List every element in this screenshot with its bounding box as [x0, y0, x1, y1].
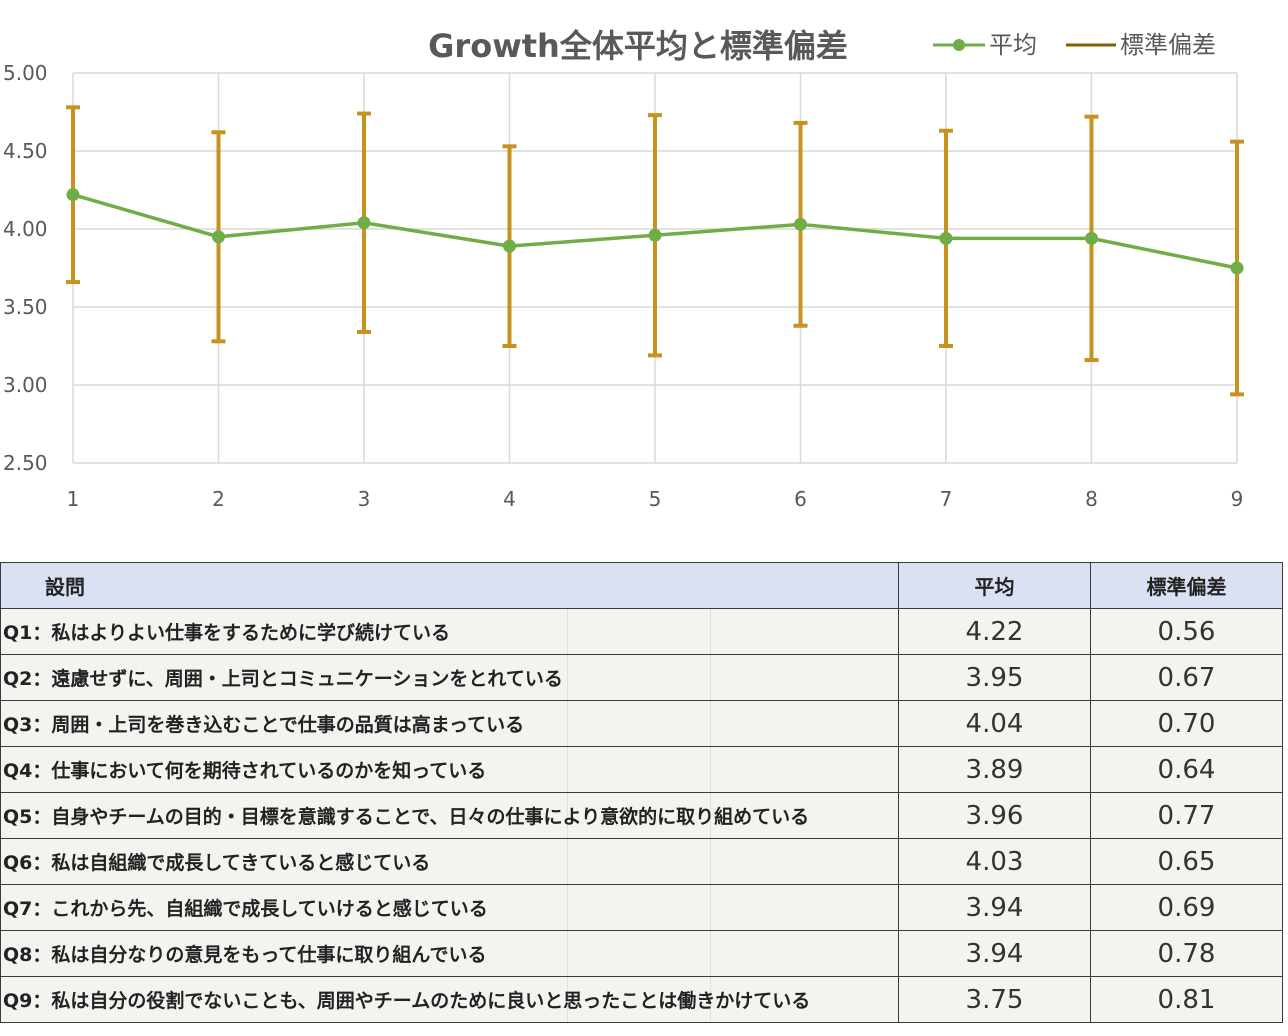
table-row: Q4：仕事において何を期待されているのかを知っている 3.89 0.64	[0, 746, 1283, 793]
mean-point	[66, 188, 80, 202]
mean-cell: 3.89	[898, 746, 1091, 793]
mean-point	[357, 216, 371, 230]
question-cell: Q8：私は自分なりの意見をもって仕事に取り組んでいる	[0, 930, 899, 977]
y-tick-label: 4.50	[3, 139, 48, 163]
sd-cell: 0.67	[1090, 654, 1283, 701]
mean-point	[794, 217, 807, 231]
mean-point	[1230, 261, 1244, 275]
results-table: 設問 平均 標準偏差 Q1：私はよりよい仕事をするために学び続けている 4.22 0…	[0, 562, 1283, 1023]
table-row: Q2：遠慮せずに、周囲・上司とコミュニケーションをとれている 3.95 0.67	[0, 654, 1283, 701]
question-cell: Q6：私は自組織で成長してきていると感じている	[0, 838, 899, 885]
y-tick-label: 5.00	[3, 61, 48, 85]
sd-cell: 0.70	[1090, 700, 1283, 747]
mean-cell: 3.94	[898, 884, 1091, 931]
mean-cell: 4.04	[898, 700, 1091, 747]
mean-line-series	[66, 188, 1244, 275]
y-tick-label: 2.50	[3, 451, 48, 475]
x-tick-label: 4	[503, 487, 516, 511]
sd-cell: 0.65	[1090, 838, 1283, 885]
sd-cell: 0.64	[1090, 746, 1283, 793]
mean-cell: 3.95	[898, 654, 1091, 701]
question-cell: Q1：私はよりよい仕事をするために学び続けている	[0, 608, 899, 655]
mean-point	[503, 239, 516, 253]
mean-cell: 3.96	[898, 792, 1091, 839]
y-tick-label: 4.00	[3, 217, 48, 241]
axis-ticks: 5.00 4.50 4.00 3.50 3.00 2.50 1 2 3 4 5 6 7 8 9	[3, 61, 1243, 511]
mean-point	[1085, 231, 1098, 245]
x-tick-label: 6	[794, 487, 807, 511]
y-tick-label: 3.00	[3, 373, 48, 397]
question-cell: Q3：周囲・上司を巻き込むことで仕事の品質は高まっている	[0, 700, 899, 747]
sd-cell: 0.69	[1090, 884, 1283, 931]
mean-cell: 4.22	[898, 608, 1091, 655]
x-tick-label: 2	[212, 487, 225, 511]
x-tick-label: 1	[67, 487, 80, 511]
sd-cell: 0.81	[1090, 976, 1283, 1023]
chart-area: 5.00 4.50 4.00 3.50 3.00 2.50 1 2 3 4 5 6 7 8 9 Growth…	[3, 27, 1244, 511]
mean-cell: 4.03	[898, 838, 1091, 885]
table-row: Q9：私は自分の役割でないことも、周囲やチームのために良いと思ったことは働きかけ…	[0, 976, 1283, 1023]
table-header-row: 設問 平均 標準偏差	[0, 562, 1283, 609]
legend-sd-label: 標準偏差	[1120, 31, 1216, 59]
question-cell: Q7：これから先、自組織で成長していけると感じている	[0, 884, 899, 931]
x-tick-label: 3	[358, 487, 371, 511]
legend-mean-marker	[953, 39, 965, 51]
question-cell: Q9：私は自分の役割でないことも、周囲やチームのために良いと思ったことは働きかけ…	[0, 976, 899, 1023]
table-row: Q1：私はよりよい仕事をするために学び続けている 4.22 0.56	[0, 608, 1283, 655]
header-mean: 平均	[898, 562, 1091, 609]
mean-cell: 3.94	[898, 930, 1091, 977]
x-tick-label: 7	[940, 487, 953, 511]
mean-cell: 3.75	[898, 976, 1091, 1023]
table-row: Q3：周囲・上司を巻き込むことで仕事の品質は高まっている 4.04 0.70	[0, 700, 1283, 747]
mean-point	[939, 231, 953, 245]
sd-cell: 0.77	[1090, 792, 1283, 839]
header-sd: 標準偏差	[1090, 562, 1283, 609]
x-tick-label: 8	[1085, 487, 1098, 511]
header-question: 設問	[0, 562, 899, 609]
question-cell: Q2：遠慮せずに、周囲・上司とコミュニケーションをとれている	[0, 654, 899, 701]
table-row: Q5：自身やチームの目的・目標を意識することで、日々の仕事により意欲的に取り組め…	[0, 792, 1283, 839]
table-row: Q7：これから先、自組織で成長していけると感じている 3.94 0.69	[0, 884, 1283, 931]
question-cell: Q5：自身やチームの目的・目標を意識することで、日々の仕事により意欲的に取り組め…	[0, 792, 899, 839]
x-tick-label: 9	[1231, 487, 1244, 511]
mean-point	[648, 228, 662, 242]
legend: 平均 標準偏差	[933, 31, 1216, 59]
sd-cell: 0.78	[1090, 930, 1283, 977]
legend-mean-label: 平均	[989, 31, 1037, 59]
sd-cell: 0.56	[1090, 608, 1283, 655]
question-cell: Q4：仕事において何を期待されているのかを知っている	[0, 746, 899, 793]
table-row: Q8：私は自分なりの意見をもって仕事に取り組んでいる 3.94 0.78	[0, 930, 1283, 977]
y-tick-label: 3.50	[3, 295, 48, 319]
line-chart: 5.00 4.50 4.00 3.50 3.00 2.50 1 2 3 4 5 6 7 8 9 Growth…	[3, 27, 1244, 511]
table-row: Q6：私は自組織で成長してきていると感じている 4.03 0.65	[0, 838, 1283, 885]
mean-point	[212, 230, 225, 244]
x-tick-label: 5	[649, 487, 662, 511]
chart-title: Growth全体平均と標準偏差	[428, 27, 848, 65]
